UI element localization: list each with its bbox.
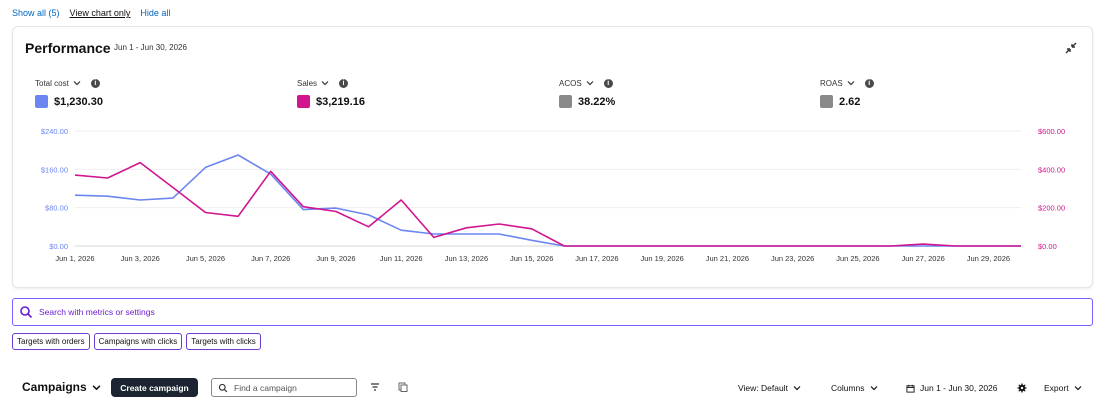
x-tick-label: Jun 13, 2026 <box>445 254 488 263</box>
x-tick-label: Jun 11, 2026 <box>380 254 423 263</box>
performance-date-range: Jun 1 - Jun 30, 2026 <box>114 43 187 52</box>
y-left-tick-label: $0.00 <box>49 242 68 251</box>
columns-selector[interactable]: Columns <box>831 383 878 393</box>
metric-roas: ROAS i 2.62 <box>820 77 874 108</box>
calendar-icon <box>906 384 915 393</box>
view-chart-only-link[interactable]: View chart only <box>69 8 131 18</box>
x-tick-label: Jun 5, 2026 <box>186 254 225 263</box>
y-right-tick-label: $200.00 <box>1038 204 1065 213</box>
find-campaign-placeholder: Find a campaign <box>234 382 297 393</box>
copy-icon[interactable] <box>398 382 408 392</box>
y-right-tick-label: $400.00 <box>1038 165 1065 174</box>
gear-icon[interactable] <box>1017 383 1027 393</box>
date-range-label: Jun 1 - Jun 30, 2026 <box>920 383 998 393</box>
metric-color-swatch[interactable] <box>559 95 572 108</box>
metric-label[interactable]: ACOS <box>559 78 582 88</box>
y-right-tick-label: $600.00 <box>1038 127 1065 136</box>
search-placeholder: Search with metrics or settings <box>39 307 155 317</box>
y-left-tick-label: $240.00 <box>41 127 68 136</box>
create-campaign-button[interactable]: Create campaign <box>111 378 198 397</box>
metric-value: $3,219.16 <box>316 95 365 108</box>
metric-label[interactable]: ROAS <box>820 78 843 88</box>
chip-campaigns-with-clicks[interactable]: Campaigns with clicks <box>93 333 183 350</box>
metric-total-cost: Total cost i $1,230.30 <box>35 77 103 108</box>
x-tick-label: Jun 27, 2026 <box>901 254 944 263</box>
export-label: Export <box>1044 383 1069 393</box>
campaigns-title: Campaigns <box>22 380 87 394</box>
info-icon[interactable]: i <box>603 78 613 88</box>
x-tick-label: Jun 3, 2026 <box>121 254 160 263</box>
x-tick-label: Jun 17, 2026 <box>575 254 618 263</box>
metric-value: $1,230.30 <box>54 95 103 108</box>
chip-targets-with-orders[interactable]: Targets with orders <box>12 333 90 350</box>
campaigns-dropdown[interactable]: Campaigns <box>22 380 101 394</box>
show-all-link[interactable]: Show all (5) <box>12 8 60 18</box>
export-button[interactable]: Export <box>1044 383 1082 393</box>
metric-value: 2.62 <box>839 95 861 108</box>
metric-color-swatch[interactable] <box>35 95 48 108</box>
chevron-down-icon[interactable] <box>73 79 81 87</box>
metrics-search-input[interactable]: Search with metrics or settings <box>12 298 1093 326</box>
y-left-tick-label: $160.00 <box>41 165 68 174</box>
find-campaign-input[interactable]: Find a campaign <box>211 378 357 397</box>
y-right-tick-label: $0.00 <box>1038 242 1057 251</box>
metric-sales: Sales i $3,219.16 <box>297 77 365 108</box>
performance-line-chart: $0.00 $0.00 $80.00 $200.00 $160.00 $400.00 $24… <box>41 127 1065 263</box>
metric-acos: ACOS i 38.22% <box>559 77 615 108</box>
quick-filter-chips: Targets with orders Campaigns with click… <box>12 333 261 350</box>
chart-visibility-links: Show all (5) View chart only Hide all <box>12 8 170 18</box>
x-tick-label: Jun 29, 2026 <box>967 254 1010 263</box>
chip-targets-with-clicks[interactable]: Targets with clicks <box>186 333 261 350</box>
search-icon <box>218 383 228 392</box>
metric-label[interactable]: Sales <box>297 78 318 88</box>
performance-title: Performance <box>25 40 111 56</box>
x-tick-label: Jun 19, 2026 <box>640 254 683 263</box>
filter-icon[interactable] <box>370 382 380 392</box>
chevron-down-icon <box>870 386 877 391</box>
chevron-down-icon <box>1074 386 1082 391</box>
metric-label[interactable]: Total cost <box>35 78 69 88</box>
date-range-picker[interactable]: Jun 1 - Jun 30, 2026 <box>906 383 998 393</box>
x-tick-label: Jun 21, 2026 <box>706 254 749 263</box>
chevron-down-icon <box>793 386 801 391</box>
x-tick-label: Jun 7, 2026 <box>251 254 290 263</box>
view-label: View: Default <box>738 383 788 393</box>
campaigns-toolbar: Campaigns Create campaign Find a campaig… <box>0 376 1096 398</box>
info-icon[interactable]: i <box>864 78 874 88</box>
x-tick-label: Jun 23, 2026 <box>771 254 814 263</box>
x-tick-label: Jun 25, 2026 <box>836 254 879 263</box>
chevron-down-icon[interactable] <box>321 79 329 87</box>
info-icon[interactable]: i <box>90 78 100 88</box>
performance-card: Performance Jun 1 - Jun 30, 2026 Total c… <box>12 26 1093 288</box>
x-tick-label: Jun 1, 2026 <box>55 254 94 263</box>
series-line-total-cost <box>74 154 1021 247</box>
metric-color-swatch[interactable] <box>297 95 310 108</box>
hide-all-link[interactable]: Hide all <box>140 8 171 18</box>
metric-color-swatch[interactable] <box>820 95 833 108</box>
info-icon[interactable]: i <box>339 78 349 88</box>
search-icon <box>20 306 33 319</box>
series-line-sales <box>74 161 1021 247</box>
view-selector[interactable]: View: Default <box>738 383 801 393</box>
y-left-tick-label: $80.00 <box>45 204 68 213</box>
chevron-down-icon[interactable] <box>847 79 855 87</box>
metric-value: 38.22% <box>578 95 616 108</box>
chevron-down-icon[interactable] <box>586 79 594 87</box>
columns-label: Columns <box>831 383 865 393</box>
x-tick-label: Jun 9, 2026 <box>316 254 355 263</box>
x-tick-label: Jun 15, 2026 <box>510 254 553 263</box>
chevron-down-icon <box>92 384 101 390</box>
collapse-icon[interactable] <box>1064 41 1078 55</box>
